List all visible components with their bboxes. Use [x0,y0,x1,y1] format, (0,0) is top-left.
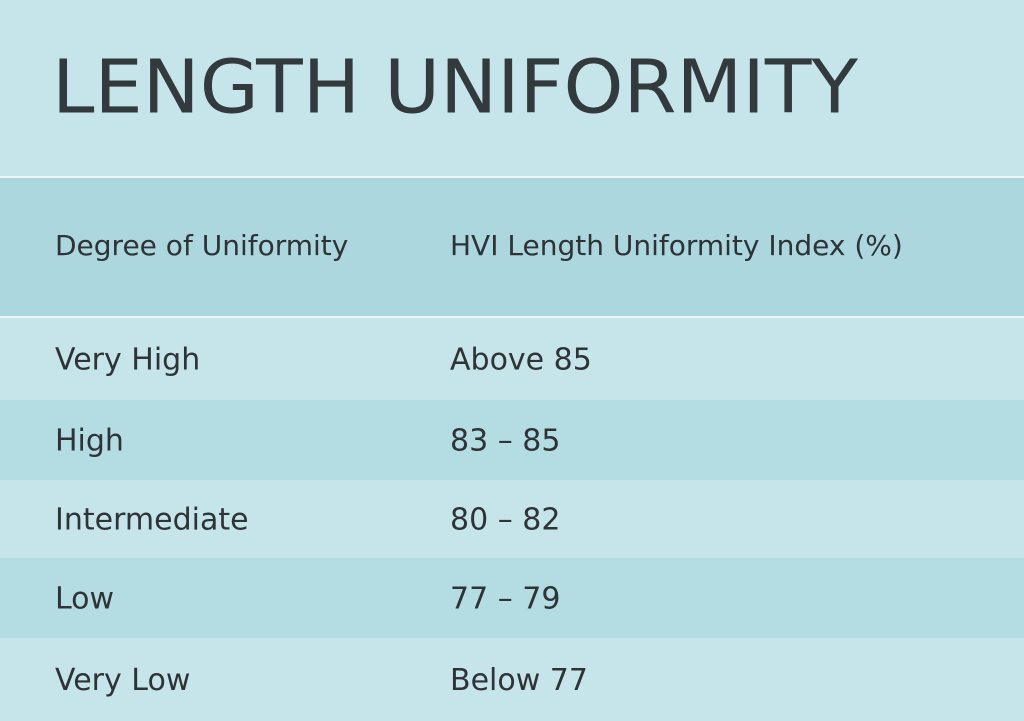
title-band [0,0,1024,176]
table-row [0,318,1024,400]
table-cell: 83 – 85 [450,424,560,459]
header-cell: HVI Length Uniformity Index (%) [450,229,903,262]
table-row [0,400,1024,480]
divider [0,316,1024,318]
table-cell: Intermediate [55,503,249,538]
title: LENGTH UNIFORMITY [52,45,859,131]
table-row [0,558,1024,638]
table-cell: Very High [55,343,200,378]
table-row [0,638,1024,721]
table-cell: 77 – 79 [450,582,560,617]
table-cell: Below 77 [450,663,588,698]
table-cell: Very Low [55,663,190,698]
divider [0,176,1024,178]
table-row [0,480,1024,558]
header-row [0,178,1024,316]
header-cell: Degree of Uniformity [55,229,348,262]
table-cell: 80 – 82 [450,503,560,538]
table-cell: Above 85 [450,343,592,378]
table-cell: Low [55,582,114,617]
table-cell: High [55,424,124,459]
